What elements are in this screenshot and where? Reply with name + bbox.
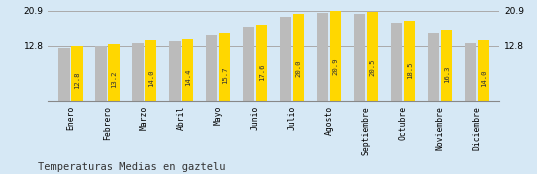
Bar (71, 46, 83, 101)
Bar (96, 46, 106, 101)
Bar (280, 17, 292, 101)
Bar (404, 21, 415, 101)
Bar (219, 33, 230, 101)
Text: Temperaturas Medias en gaztelu: Temperaturas Medias en gaztelu (38, 162, 225, 172)
Bar (354, 14, 365, 101)
Bar (317, 13, 329, 101)
Text: 12.8: 12.8 (74, 71, 80, 89)
Text: 13.2: 13.2 (111, 70, 117, 88)
Bar (183, 39, 193, 101)
Text: 20.9: 20.9 (333, 58, 339, 75)
Bar (146, 40, 156, 101)
Text: 14.0: 14.0 (481, 69, 487, 87)
Text: 15.7: 15.7 (222, 66, 228, 84)
Text: 20.5: 20.5 (370, 58, 376, 76)
Bar (428, 33, 439, 101)
Bar (256, 25, 267, 101)
Bar (293, 14, 304, 101)
Text: 17.6: 17.6 (259, 63, 265, 81)
Bar (330, 11, 342, 101)
Bar (206, 35, 217, 101)
Text: 18.5: 18.5 (407, 62, 413, 79)
Bar (133, 43, 143, 101)
Text: 14.0: 14.0 (148, 69, 154, 87)
Bar (478, 40, 489, 101)
Bar (59, 48, 70, 101)
Bar (367, 12, 379, 101)
Text: 20.0: 20.0 (296, 59, 302, 77)
Bar (243, 27, 255, 101)
Bar (108, 44, 120, 101)
Bar (465, 43, 476, 101)
Text: 14.4: 14.4 (185, 69, 191, 86)
Bar (169, 41, 180, 101)
Bar (391, 23, 402, 101)
Text: 16.3: 16.3 (444, 65, 449, 83)
Bar (441, 30, 452, 101)
